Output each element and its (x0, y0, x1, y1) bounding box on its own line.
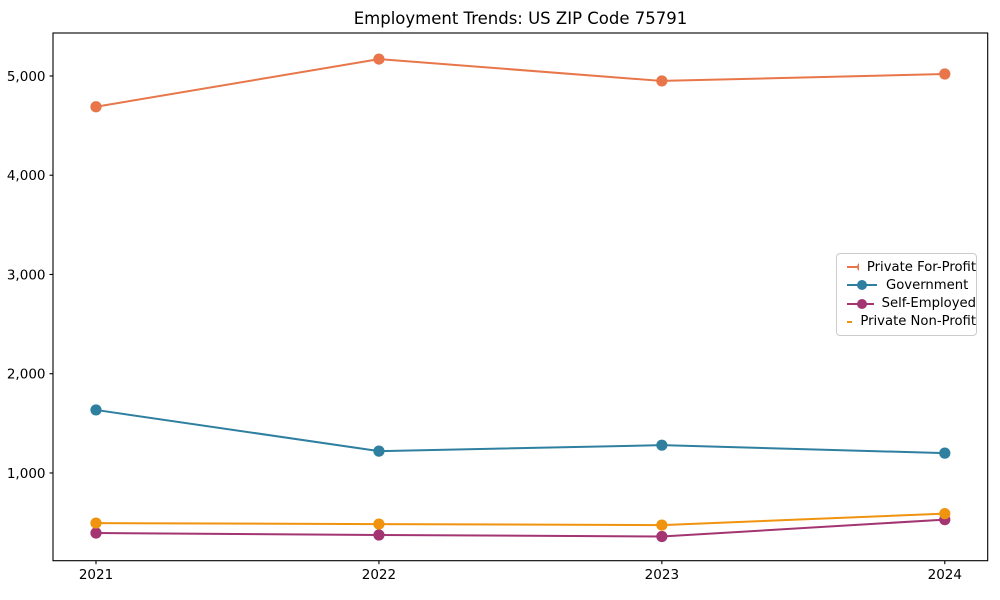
legend-label: Private For-Profit (866, 259, 976, 275)
plot-border (52, 32, 989, 562)
series-line (94, 512, 946, 527)
data-point-marker (373, 53, 385, 65)
y-tick-label: 2,000 (7, 367, 46, 383)
y-tick-label: 1,000 (7, 466, 46, 482)
data-point-marker (656, 75, 668, 87)
data-point-marker (373, 445, 385, 457)
x-tick-label: 2021 (79, 567, 113, 583)
legend-entry: Government (846, 276, 976, 294)
legend-label: Self-Employed (881, 296, 976, 312)
data-point-marker (656, 439, 668, 451)
x-tick-label: 2023 (645, 567, 679, 583)
x-tick-label: 2022 (362, 567, 396, 583)
data-point-marker (90, 527, 102, 539)
legend: Private For-Profit Government Self-Employe… (836, 253, 977, 336)
x-tick-label: 2024 (928, 567, 962, 583)
legend-swatch (847, 298, 874, 309)
legend-swatch (847, 263, 859, 272)
data-point-marker (90, 517, 102, 529)
legend-label: Private Non-Profit (860, 314, 976, 330)
y-tick-label: 4,000 (7, 168, 46, 184)
data-point-marker (90, 101, 102, 113)
data-point-marker (373, 529, 385, 541)
data-point-marker (656, 519, 668, 531)
legend-swatch (847, 320, 853, 323)
chart-title: Employment Trends: US ZIP Code 75791 (353, 9, 688, 28)
data-point-marker (939, 447, 951, 459)
y-tick-label: 3,000 (7, 267, 46, 283)
series-line (94, 58, 946, 108)
data-point-marker (939, 508, 951, 520)
data-point-marker (373, 518, 385, 530)
legend-entry: Self-Employed (846, 295, 976, 313)
y-tick-label: 5,000 (7, 69, 46, 85)
data-point-marker (939, 68, 951, 80)
legend-entry: Private Non-Profit (846, 313, 976, 331)
legend-swatch (847, 280, 877, 291)
data-point-marker (90, 404, 102, 416)
legend-entry: Private For-Profit (846, 258, 976, 276)
legend-label: Government (886, 277, 969, 293)
series-line (94, 408, 946, 455)
series-line (94, 518, 946, 538)
data-point-marker (656, 530, 668, 543)
